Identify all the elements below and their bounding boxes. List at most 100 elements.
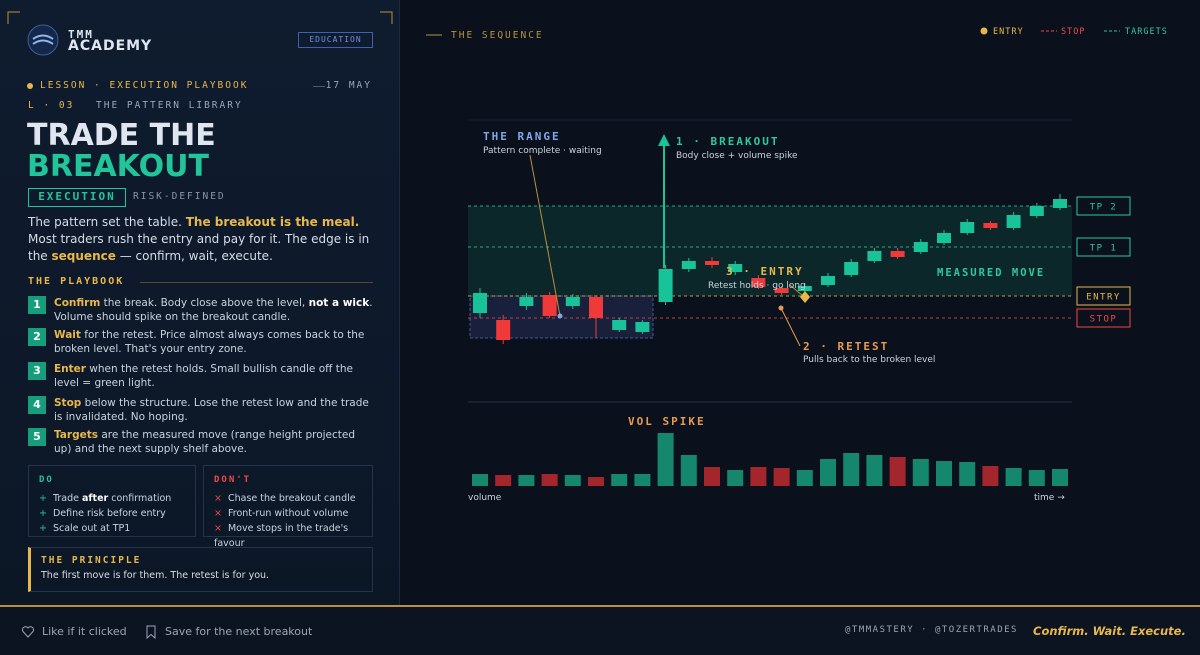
annotation: Pattern complete · waiting (483, 146, 602, 156)
annotation: Retest holds · go long (708, 281, 806, 291)
step-text: Wait for the retest. Price almost always… (54, 328, 373, 356)
dot (778, 305, 784, 311)
save[interactable]: Save for the next breakout (165, 625, 313, 638)
playbook-heading: THE PLAYBOOK (28, 276, 125, 287)
step: 4 Stop below the structure. Lose the rete… (28, 396, 373, 424)
candle-body (589, 297, 603, 318)
candle-body (890, 251, 905, 257)
badge: EDUCATION (298, 32, 373, 48)
volume-bar (912, 459, 929, 486)
candle-body (496, 320, 511, 340)
intro-part: sequence (51, 249, 116, 263)
dont-heading: DON'T (214, 475, 252, 485)
volume-bar (564, 475, 581, 486)
principle: THE PRINCIPLE The first move is for them… (28, 547, 373, 592)
volume-bar (611, 474, 628, 486)
volume-bar (959, 462, 976, 486)
lesson-number: L · 03 (28, 100, 75, 111)
item-part: Chase the breakout candle (227, 493, 356, 504)
candle-body (821, 276, 835, 285)
candle-body (519, 297, 534, 306)
level-box (1076, 237, 1131, 257)
annotation: Body close + volume spike (676, 151, 798, 161)
annotation: Pulls back to the broken level (803, 355, 935, 365)
candle-body (1053, 199, 1067, 208)
step-number: 5 (28, 428, 46, 446)
rule (313, 86, 325, 87)
candle-body (635, 322, 650, 332)
annotation: 3 · ENTRY (726, 265, 804, 278)
annotation: THE RANGE (483, 130, 561, 143)
volume-bar (843, 453, 860, 486)
list-item: Define risk before entry (39, 506, 185, 521)
footer: Like if it clicked Save for the next bre… (0, 605, 1200, 655)
volume-bar (588, 477, 604, 486)
dot (27, 83, 33, 89)
section: THE SEQUENCE (451, 30, 544, 41)
annotation: 1 · BREAKOUT (676, 135, 779, 148)
step-number: 4 (28, 396, 46, 414)
step-number: 1 (28, 296, 46, 314)
candle-body (565, 297, 580, 306)
step: 1 Confirm the break. Body close above the… (28, 296, 373, 324)
library: THE PATTERN LIBRARY (96, 100, 243, 111)
candle-body (797, 286, 812, 291)
leader (780, 307, 801, 347)
level-box (1076, 196, 1131, 216)
step-part: Enter (54, 363, 86, 375)
list-item: Front-run without volume (214, 506, 362, 521)
do-heading: DO (39, 475, 54, 485)
volume-bar (982, 466, 999, 486)
tag: EXECUTION (28, 188, 126, 207)
list-item: Scale out at TP1 (39, 521, 185, 536)
step-part: Confirm (54, 297, 101, 309)
candle-body (728, 264, 743, 272)
item-part: Move stops in the trade's favour (214, 523, 349, 549)
brand: ACADEMY (68, 38, 153, 54)
legend-stop: STOP (1061, 27, 1085, 37)
volume-bar (1052, 469, 1068, 486)
volume-bar (750, 467, 767, 486)
volume-bar (727, 470, 744, 486)
step-part: Stop (54, 397, 82, 409)
volume-bar (704, 467, 720, 486)
item-part: confirmation (108, 493, 172, 504)
step-part: when the retest holds. Small bullish can… (54, 363, 353, 389)
level-box (1076, 308, 1131, 328)
step: 2 Wait for the retest. Price almost alway… (28, 328, 373, 356)
measured-zone (468, 206, 1072, 296)
step-part: are the measured move (range height proj… (54, 429, 356, 455)
volume-bar (889, 457, 906, 486)
volume-bar (773, 468, 790, 486)
volume-bar (1005, 468, 1022, 486)
kicker: LESSON · EXECUTION PLAYBOOK (40, 80, 249, 91)
step-part: for the retest. Price almost always come… (54, 329, 365, 355)
item-part: Scale out at TP1 (52, 523, 131, 534)
leader (789, 284, 804, 297)
candle-body (913, 242, 928, 252)
legend-entry: ENTRY (993, 27, 1024, 37)
do-list: Trade after confirmation Define risk befo… (39, 491, 185, 536)
title-1: TRADE THE (27, 118, 216, 153)
intro-part: — confirm, wait, execute. (115, 249, 273, 263)
candle-body (542, 295, 557, 316)
legend-dot (980, 27, 988, 35)
step-part: the break. Body close above the level, (100, 297, 309, 309)
intro-part: Most traders rush the entry and pay for … (28, 232, 370, 263)
level-label: STOP (1090, 315, 1118, 325)
left-panel: TMM ACADEMY EDUCATION LESSON · EXECUTION… (0, 0, 400, 605)
principle-heading: THE PRINCIPLE (41, 555, 142, 566)
leader (529, 154, 561, 317)
volume-bar (634, 474, 651, 486)
annotation: time → (1034, 493, 1065, 503)
candle-body (844, 262, 859, 275)
candle-body (705, 261, 719, 265)
volume-bar (495, 475, 512, 486)
like[interactable]: Like if it clicked (42, 625, 127, 638)
item-part: after (82, 493, 109, 504)
rule (140, 282, 373, 283)
volume-bar (796, 470, 813, 486)
tagline: Confirm. Wait. Execute. (1033, 624, 1186, 638)
candle-body (937, 233, 951, 243)
